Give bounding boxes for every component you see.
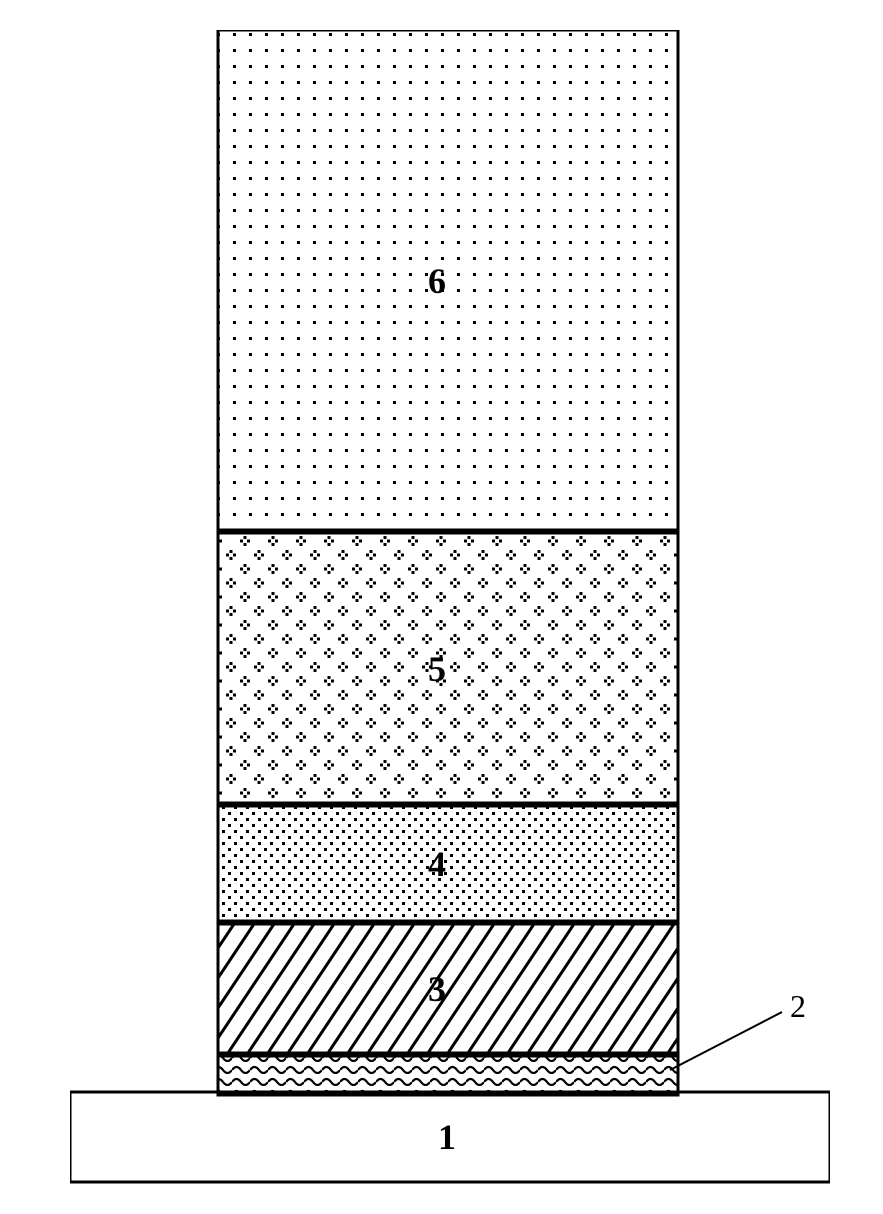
layer3-rect xyxy=(218,921,678,1056)
layer5-rect xyxy=(218,530,678,806)
layer6-rect xyxy=(218,30,678,533)
callout-line xyxy=(670,1012,782,1070)
layer-stack-diagram: 6 5 4 3 2 1 xyxy=(70,30,830,1190)
diagram-svg xyxy=(70,30,830,1190)
layer2-rect xyxy=(218,1053,678,1095)
layer3-label: 3 xyxy=(428,968,446,1010)
layer5-label: 5 xyxy=(428,648,446,690)
substrate-label: 1 xyxy=(438,1116,456,1158)
layer4-label: 4 xyxy=(428,843,446,885)
layer2-label: 2 xyxy=(790,988,806,1025)
layer4-rect xyxy=(218,803,678,924)
layer6-label: 6 xyxy=(428,260,446,302)
